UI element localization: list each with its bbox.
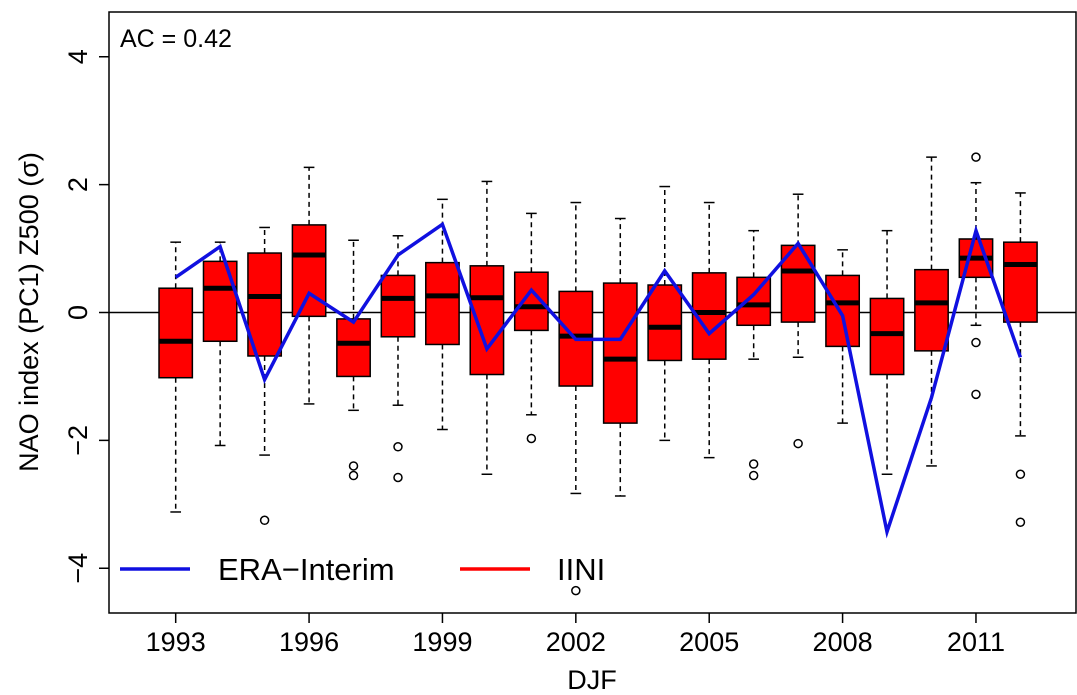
box-iqr (1003, 241, 1038, 323)
box-1997 (336, 239, 371, 481)
box-2000 (469, 180, 505, 476)
box-iqr (914, 268, 949, 352)
box-2001 (513, 212, 549, 444)
y-tick-label: 2 (63, 177, 93, 192)
outlier-point (1015, 517, 1026, 527)
y-tick-label: 4 (63, 49, 93, 64)
x-tick-label: 1996 (279, 627, 339, 657)
box-iqr (647, 284, 683, 362)
outlier-point (793, 438, 803, 449)
box-iqr (158, 287, 194, 379)
box-1994 (202, 241, 238, 447)
box-1995 (247, 226, 283, 526)
box-iqr (736, 276, 772, 327)
outlier-point (393, 472, 403, 483)
outlier-point (526, 433, 537, 444)
box-2003 (602, 217, 638, 497)
ac-annotation: AC = 0.42 (120, 25, 232, 53)
y-axis-label: NAO index (PC1) Z500 (σ) (14, 152, 44, 472)
x-tick-label: 2008 (813, 627, 873, 657)
outlier-point (971, 152, 981, 162)
box-iqr (825, 274, 861, 348)
box-iqr (336, 318, 371, 378)
box-2002 (558, 201, 594, 596)
box-1996 (291, 166, 327, 405)
box-iqr (425, 261, 460, 346)
x-axis-label: DJF (567, 665, 617, 695)
box-iqr (869, 297, 905, 376)
x-tick-label: 2005 (679, 627, 739, 657)
boxes-layer (158, 152, 1038, 596)
legend-iini-label: IINI (557, 552, 605, 587)
outlier-point (571, 585, 581, 596)
box-iqr (380, 274, 416, 338)
box-1999 (425, 198, 460, 431)
box-2006 (736, 229, 772, 481)
outlier-point (971, 389, 981, 400)
outlier-point (748, 459, 759, 469)
era-interim-line-layer (174, 221, 1023, 539)
outlier-point (393, 442, 403, 452)
x-tick-label: 2011 (947, 627, 1005, 657)
box-2004 (647, 185, 683, 442)
era-interim-line (174, 221, 1023, 539)
outlier-point (748, 470, 759, 481)
box-1993 (158, 241, 194, 513)
x-tick-label: 1999 (412, 627, 472, 657)
y-tick-label: 0 (63, 305, 93, 320)
box-2009 (869, 229, 905, 476)
legend-era-interim-label: ERA−Interim (218, 552, 395, 587)
box-iqr (247, 252, 283, 357)
y-tick-label: −4 (63, 553, 93, 584)
y-tick-label: −2 (63, 425, 93, 456)
box-2010 (914, 156, 949, 467)
outlier-point (259, 515, 270, 526)
outlier-point (348, 470, 359, 481)
box-2007 (780, 193, 816, 449)
box-iqr (602, 282, 638, 424)
box-2012 (1003, 192, 1038, 527)
outlier-point (1015, 469, 1026, 480)
axes-layer: 1993 1996 1999 2002 2005 2008 2011 −4 −2 0 2 4 (63, 49, 1005, 657)
x-tick-label: 2002 (546, 627, 606, 657)
legend: ERA−Interim IINI (120, 552, 605, 587)
box-2008 (825, 249, 861, 424)
outlier-point (971, 337, 981, 348)
outlier-point (348, 461, 359, 471)
box-2005 (691, 201, 727, 459)
box-iqr (202, 260, 238, 343)
x-tick-label: 1993 (146, 627, 206, 657)
